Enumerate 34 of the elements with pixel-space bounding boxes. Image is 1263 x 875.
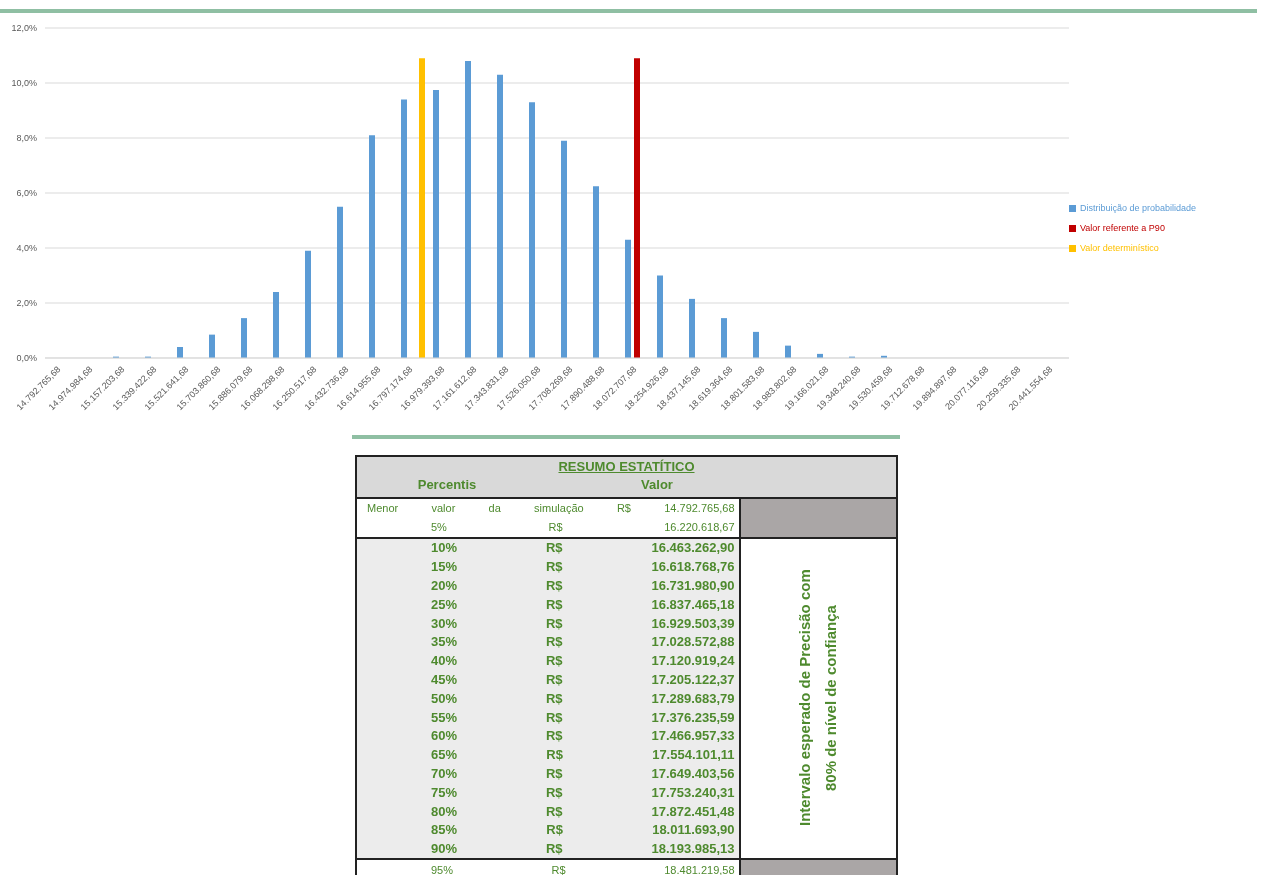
text: 60% R$ 17.466.957,33	[430, 728, 736, 744]
y-tick-label: 8,0%	[16, 133, 37, 144]
legend-label: Valor determinístico	[1080, 243, 1159, 253]
text: 5% R$ 16.220.618,67	[430, 521, 736, 534]
text: 40% R$ 17.120.919,24	[430, 653, 736, 669]
legend-label: Distribuição de probabilidade	[1080, 203, 1197, 213]
text: 30% R$ 16.929.503,39	[430, 615, 736, 631]
text: 70% R$ 17.649.403,56	[430, 766, 736, 782]
text: Menor valor da simulação R$ 14.792.765,68	[366, 502, 736, 515]
text: 10% R$ 16.463.262,90	[430, 540, 736, 556]
text: 80% R$ 17.872.451,48	[430, 803, 736, 819]
text: Intervalo esperado de Precisão com 80% de nível de confiança	[795, 569, 841, 829]
text: Percentis	[416, 477, 478, 492]
y-tick-label: 6,0%	[16, 188, 37, 199]
text: Valor	[640, 477, 674, 492]
text: 45% R$ 17.205.122,37	[430, 672, 736, 688]
text: 20% R$ 16.731.980,90	[430, 578, 736, 594]
y-tick-label: 10,0%	[11, 78, 37, 89]
y-tick-label: 0,0%	[16, 353, 37, 364]
y-tick-label: 4,0%	[16, 243, 37, 254]
text: RESUMO ESTATÍTICO	[557, 459, 696, 474]
y-tick-label: 2,0%	[16, 298, 37, 309]
text: 85% R$ 18.011.693,90	[430, 822, 736, 838]
text: 15% R$ 16.618.768,76	[430, 559, 736, 575]
text: 90% R$ 18.193.985,13	[430, 841, 736, 857]
text: 95% R$ 18.481.219,58	[357, 863, 739, 875]
text: 55% R$ 17.376.235,59	[430, 709, 736, 725]
y-tick-label: 12,0%	[11, 23, 37, 34]
text: 25% R$ 16.837.465,18	[430, 596, 736, 612]
text: 75% R$ 17.753.240,31	[430, 784, 736, 800]
text: 65% R$ 17.554.101,11	[430, 747, 736, 763]
text: 50% R$ 17.289.683,79	[430, 690, 736, 706]
legend-label: Valor referente a P90	[1080, 223, 1165, 233]
text: 35% R$ 17.028.572,88	[430, 634, 736, 650]
